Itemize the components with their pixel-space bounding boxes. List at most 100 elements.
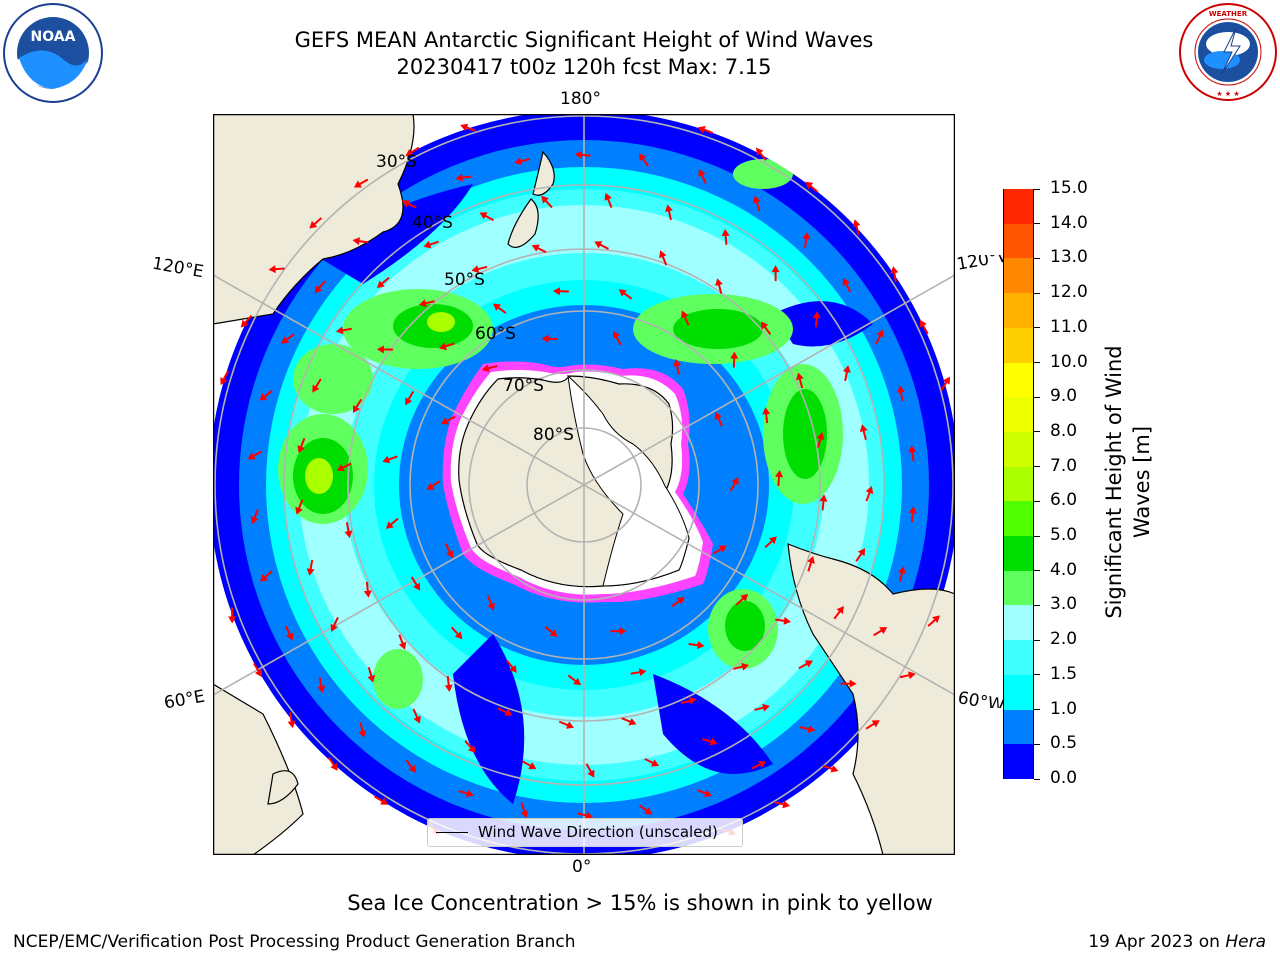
wave-arrow (352, 398, 363, 414)
latitude-label-70s: 70°S (503, 376, 544, 396)
colorbar-tick-mark (1034, 396, 1040, 398)
wave-arrow (875, 329, 884, 345)
wave-arrow (335, 326, 352, 335)
wave-arrow (544, 626, 558, 637)
wave-arrow (908, 506, 917, 523)
wave-arrow (281, 333, 295, 344)
wave-arrow (604, 192, 613, 208)
wave-arrow (721, 228, 730, 245)
wave-arrow (497, 707, 513, 716)
colorbar-tick-mark (1034, 570, 1040, 572)
colorbar-segment (1004, 362, 1033, 398)
wave-arrow (673, 358, 682, 375)
wave-arrow (306, 559, 315, 576)
colorbar-segment (1004, 535, 1033, 571)
colorbar-segment (1004, 223, 1033, 259)
title-line-2: 20230417 t00z 120h fcst Max: 7.15 (396, 55, 772, 79)
meridian-label-180: 180° (560, 89, 601, 109)
colorbar-tick-mark (1034, 257, 1040, 259)
wave-arrow (775, 470, 784, 487)
colorbar-tick-mark (1034, 431, 1040, 433)
colorbar (1003, 188, 1034, 779)
wave-arrow (464, 740, 476, 753)
colorbar-tick-mark (1034, 778, 1040, 780)
colorbar-label: Significant Height of Wind Waves [m] (1100, 322, 1156, 642)
wave-arrow (594, 241, 609, 250)
wave-arrow (531, 244, 547, 254)
wave-arrow (760, 321, 772, 335)
wave-arrow (458, 789, 474, 798)
wave-arrow (344, 522, 353, 539)
wave-arrow (247, 450, 263, 460)
wave-arrow (284, 625, 294, 641)
wave-arrow (309, 217, 323, 229)
colorbar-tick-label: 9.0 (1050, 386, 1078, 407)
wave-arrow (715, 278, 723, 294)
colorbar-label-line2: Waves [m] (1130, 425, 1154, 539)
wave-arrow (228, 607, 237, 624)
wave-arrow (644, 757, 660, 767)
colorbar-segment (1004, 674, 1033, 710)
wave-arrow (898, 566, 906, 582)
wave-arrow (312, 378, 322, 393)
colorbar-segment (1004, 188, 1033, 224)
colorbar-tick-label: 11.0 (1050, 316, 1088, 337)
colorbar-tick-label: 12.0 (1050, 282, 1088, 303)
colorbar-tick-mark (1034, 743, 1040, 745)
latitude-label-80s: 80°S (533, 425, 574, 445)
wave-arrow (612, 330, 622, 346)
wave-arrow (702, 737, 718, 746)
wave-arrow (774, 800, 791, 809)
noaa-logo-text: NOAA (31, 29, 76, 45)
wave-arrow (401, 200, 417, 209)
colorbar-tick-mark (1034, 362, 1040, 364)
wave-arrow (807, 556, 815, 572)
colorbar-tick-mark (1034, 223, 1040, 225)
wave-arrow (314, 280, 326, 294)
wave-arrow (696, 789, 712, 798)
wave-arrow (317, 677, 326, 694)
wave-arrow (295, 499, 304, 515)
wave-arrow (698, 168, 707, 184)
wave-arrow (330, 616, 339, 632)
meridian-label-60w: 60°W (958, 688, 1004, 708)
svg-text:WEATHER: WEATHER (1209, 10, 1248, 18)
svg-text:★ ★ ★: ★ ★ ★ (1216, 90, 1239, 98)
wave-arrow (336, 462, 352, 472)
footer-left: NCEP/EMC/Verification Post Processing Pr… (13, 932, 576, 952)
wave-arrow (940, 376, 951, 391)
colorbar-segment (1004, 327, 1033, 363)
title-line-1: GEFS MEAN Antarctic Significant Height o… (294, 28, 874, 52)
noaa-logo: NOAA (3, 3, 103, 103)
colorbar-tick-label: 5.0 (1050, 525, 1078, 546)
meridian-label-120e: 120°E (150, 253, 206, 283)
colorbar-tick-mark (1034, 639, 1040, 641)
wave-arrow (621, 717, 637, 726)
wave-arrow (775, 616, 792, 625)
wave-arrow (479, 212, 495, 222)
latitude-label-40s: 40°S (412, 213, 453, 233)
wave-arrow (376, 276, 390, 289)
colorbar-tick-mark (1034, 327, 1040, 329)
wave-arrow (574, 150, 591, 159)
colorbar-tick-label: 8.0 (1050, 420, 1078, 441)
wave-arrow (250, 508, 259, 525)
wave-arrow (358, 722, 367, 738)
wave-arrow (630, 668, 647, 677)
wave-arrow (541, 334, 558, 343)
wave-arrow (455, 173, 472, 182)
wave-arrow (819, 494, 828, 511)
wave-arrow (618, 289, 633, 300)
colorbar-tick-label: 15.0 (1050, 178, 1088, 198)
colorbar-tick-label: 6.0 (1050, 490, 1078, 511)
wave-arrow (412, 708, 421, 724)
colorbar-tick-label: 4.0 (1050, 559, 1078, 580)
colorbar-segment (1004, 396, 1033, 432)
colorbar-segment (1004, 500, 1033, 537)
wave-arrow (567, 674, 582, 686)
wave-arrow (859, 424, 868, 441)
wave-arrow (445, 543, 454, 559)
wave-arrow (890, 266, 899, 283)
footer-right: 19 Apr 2023 on Hera (1088, 932, 1266, 952)
colorbar-segment (1004, 639, 1033, 675)
